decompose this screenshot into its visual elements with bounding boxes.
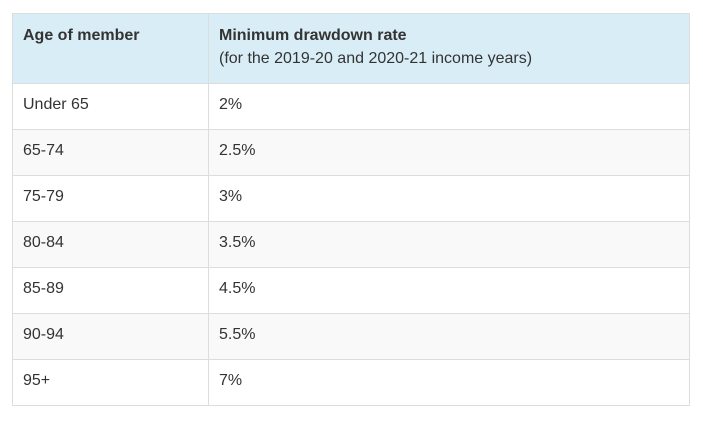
- table-row: 90-94 5.5%: [12, 313, 690, 360]
- cell-age: 90-94: [12, 313, 209, 360]
- table-row: 80-84 3.5%: [12, 221, 690, 268]
- drawdown-table-container: Age of member Minimum drawdown rate (for…: [12, 13, 690, 406]
- cell-age: 95+: [12, 359, 209, 406]
- header-row: Age of member Minimum drawdown rate (for…: [12, 13, 690, 84]
- cell-age: 65-74: [12, 129, 209, 176]
- cell-age: Under 65: [12, 83, 209, 130]
- header-age-of-member: Age of member: [12, 13, 209, 84]
- table-row: 95+ 7%: [12, 359, 690, 406]
- cell-rate: 2%: [208, 83, 690, 130]
- table-row: 75-79 3%: [12, 175, 690, 222]
- cell-rate: 3.5%: [208, 221, 690, 268]
- header-rate-subtitle: (for the 2019-20 and 2020-21 income year…: [219, 50, 533, 67]
- cell-rate: 4.5%: [208, 267, 690, 314]
- header-rate-title: Minimum drawdown rate: [219, 27, 407, 44]
- cell-age: 85-89: [12, 267, 209, 314]
- cell-rate: 2.5%: [208, 129, 690, 176]
- cell-age: 80-84: [12, 221, 209, 268]
- table-row: Under 65 2%: [12, 83, 690, 130]
- table-row: 65-74 2.5%: [12, 129, 690, 176]
- cell-rate: 5.5%: [208, 313, 690, 360]
- cell-rate: 3%: [208, 175, 690, 222]
- table-header: Age of member Minimum drawdown rate (for…: [12, 13, 690, 84]
- table-row: 85-89 4.5%: [12, 267, 690, 314]
- cell-age: 75-79: [12, 175, 209, 222]
- cell-rate: 7%: [208, 359, 690, 406]
- header-minimum-drawdown-rate: Minimum drawdown rate (for the 2019-20 a…: [208, 13, 690, 84]
- table-body: Under 65 2% 65-74 2.5% 75-79 3% 80-84 3.…: [12, 83, 690, 406]
- drawdown-rate-table: Age of member Minimum drawdown rate (for…: [12, 13, 690, 406]
